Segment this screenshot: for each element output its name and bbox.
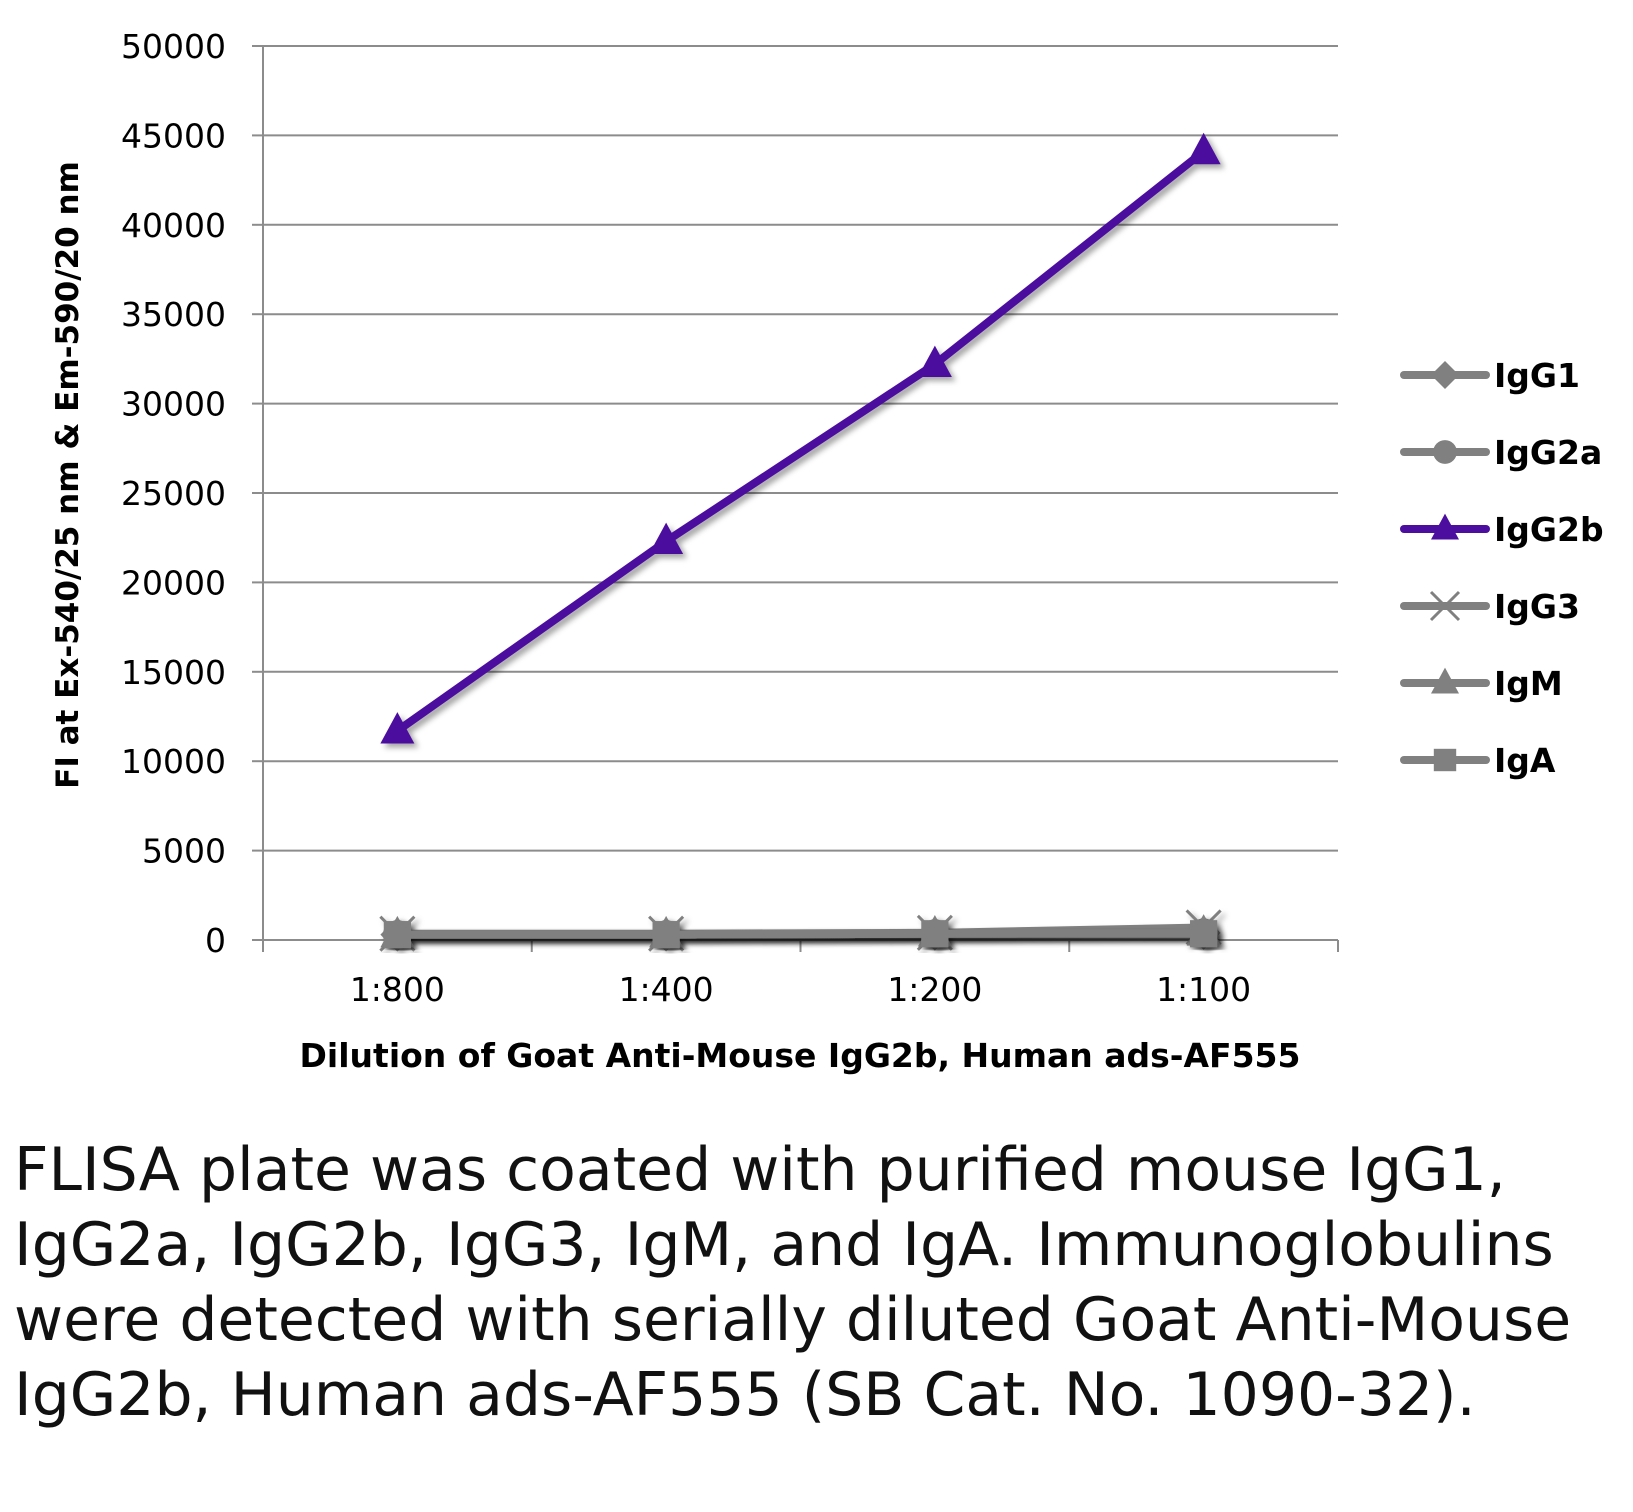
legend-item-igg2a: IgG2a (1400, 433, 1602, 472)
y-tick-label: 50000 (121, 27, 226, 66)
legend-marker-igg3 (1429, 590, 1461, 622)
y-tick-label: 40000 (121, 206, 226, 245)
legend-item-igg1: IgG1 (1400, 356, 1580, 395)
legend-item-iga: IgA (1400, 741, 1556, 780)
x-tick-label: 1:400 (619, 970, 714, 1009)
legend: IgG1 IgG2a IgG2b IgG3 IgM IgA (1400, 356, 1604, 780)
series-line-igg2b (393, 147, 1208, 735)
point-igg2b (1186, 132, 1221, 165)
point-igg2b (917, 345, 952, 378)
x-tick-label: 1:100 (1156, 970, 1251, 1009)
legend-marker-iga (1433, 748, 1457, 772)
x-axis-label: Dilution of Goat Anti-Mouse IgG2b, Human… (300, 1036, 1301, 1075)
gridlines (252, 45, 1338, 952)
legend-marker-igm (1431, 667, 1459, 694)
point-iga (1190, 920, 1218, 948)
x-axis: 1:800 1:400 1:200 1:100 (262, 940, 1339, 1009)
y-tick-label: 10000 (121, 742, 226, 781)
legend-item-igm: IgM (1400, 664, 1563, 703)
legend-label: IgA (1494, 741, 1556, 780)
legend-item-igg2b: IgG2b (1400, 510, 1604, 549)
point-iga (652, 921, 680, 949)
series-line-iga (393, 929, 1208, 939)
series-iga (383, 920, 1218, 949)
legend-label: IgG2a (1494, 433, 1602, 472)
point-iga (383, 921, 411, 949)
x-tick-label: 1:200 (887, 970, 982, 1009)
x-tick-label: 1:800 (350, 970, 445, 1009)
y-tick-label: 0 (205, 921, 226, 960)
y-tick-label: 45000 (121, 116, 226, 155)
y-tick-label: 15000 (121, 653, 226, 692)
legend-label: IgG2b (1494, 510, 1604, 549)
y-axis-ticks: 0 5000 10000 15000 20000 25000 30000 35000 40000… (121, 27, 226, 960)
legend-marker-igg1 (1431, 361, 1459, 389)
legend-item-igg3: IgG3 (1400, 587, 1580, 626)
legend-marker-igg2a (1433, 440, 1457, 464)
legend-label: IgM (1494, 664, 1563, 703)
series-group (379, 132, 1222, 952)
y-tick-label: 35000 (121, 295, 226, 334)
legend-label: IgG1 (1494, 356, 1580, 395)
legend-label: IgG3 (1494, 587, 1580, 626)
legend-marker-igg2b (1431, 513, 1459, 540)
y-axis-label: FI at Ex-540/25 nm & Em-590/20 nm (50, 161, 86, 789)
point-iga (921, 920, 949, 948)
chart: 0 5000 10000 15000 20000 25000 30000 35000 40000… (50, 27, 1604, 1075)
y-tick-label: 20000 (121, 563, 226, 602)
y-tick-label: 5000 (142, 832, 226, 871)
y-tick-label: 25000 (121, 474, 226, 513)
figure-caption: FLISA plate was coated with purified mou… (14, 1135, 1572, 1430)
point-igg2b (380, 712, 415, 744)
y-tick-label: 30000 (121, 385, 226, 424)
series-igg2b (380, 132, 1221, 744)
point-igg2b (649, 522, 684, 555)
